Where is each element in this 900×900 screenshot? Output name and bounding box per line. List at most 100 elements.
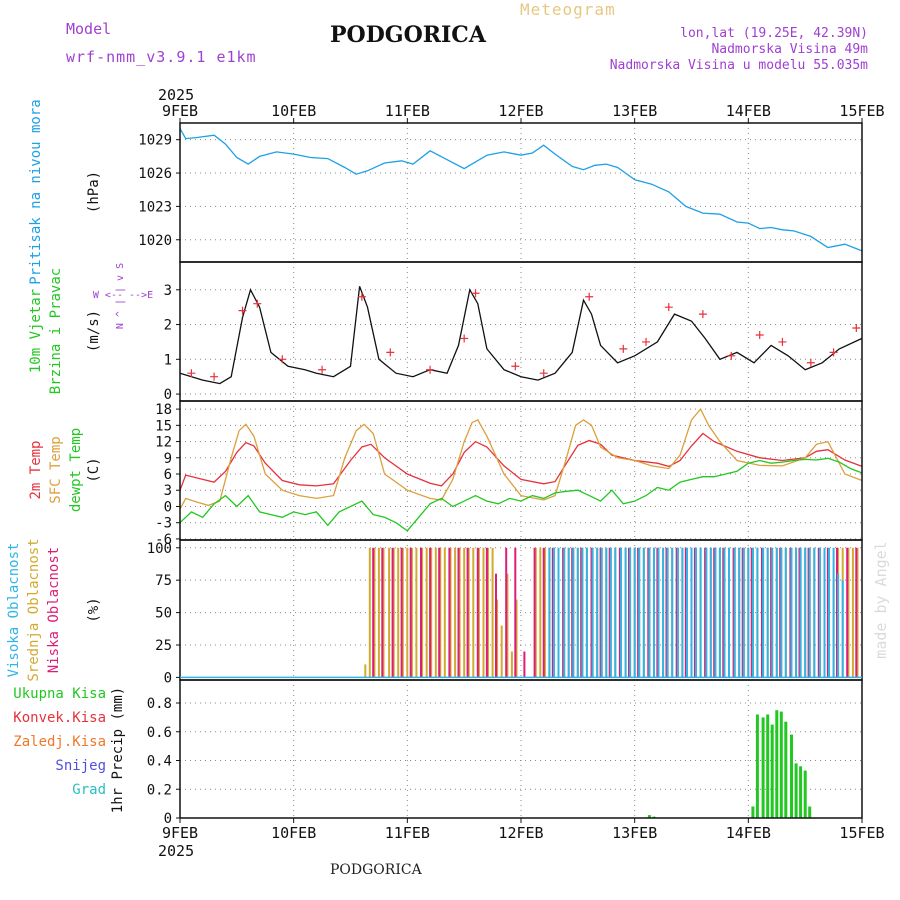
panel-cloud-bar-high_cloud	[633, 547, 636, 678]
panel-cloud-y-tick-label: 25	[155, 638, 172, 654]
panel-pressure-y-tick-label: 1023	[138, 199, 172, 215]
panel-cloud-bar-low_cloud	[713, 547, 716, 678]
panel-cloud-bar-high_cloud	[690, 547, 693, 678]
panel-cloud-bar-high_cloud	[671, 547, 674, 678]
panel-cloud-bar-low_cloud	[599, 547, 602, 678]
panel-cloud-bar-high_cloud	[666, 547, 669, 678]
panel-cloud-bar-mid_cloud	[534, 547, 537, 678]
panel-cloud-bar-low_cloud	[372, 547, 375, 678]
panel-precip-frame	[179, 679, 863, 819]
panel-cloud-bar-low_cloud	[466, 547, 469, 678]
panel-wind-gust-marker	[698, 310, 707, 319]
year-top-label: 2025	[158, 86, 194, 104]
panel-wind-gust-marker	[619, 344, 628, 353]
panel-wind-gust-marker	[585, 292, 594, 301]
panel-cloud-bar-high_cloud	[629, 547, 632, 678]
panel-cloud-bar-mid_cloud	[463, 547, 466, 678]
panel-cloud-bar-high_cloud	[596, 547, 599, 678]
panel-cloud-bar-high_cloud	[657, 547, 660, 678]
panel-wind-gust-marker	[460, 334, 469, 343]
panel-cloud-bar-high_cloud	[784, 547, 787, 678]
panel-cloud-bar-low_cloud	[741, 547, 744, 678]
panel-cloud-bar-high_cloud	[804, 547, 807, 678]
panel-cloud-bar-low_cloud	[580, 547, 583, 678]
panel-cloud-bar-mid_cloud	[539, 547, 542, 678]
panel-pressure-y-tick-label: 1026	[138, 166, 172, 182]
panel-cloud-bar-high_cloud	[733, 547, 736, 678]
panel-cloud-bar-high_cloud	[808, 547, 811, 678]
panel-cloud-bar-low_cloud	[637, 547, 640, 678]
panel-cloud-bar-high_cloud	[828, 547, 830, 678]
panel-cloud-bar-high_cloud	[832, 547, 835, 678]
panel-wind-y-tick-label: 0	[164, 387, 172, 403]
panel-cloud-bar-low_cloud	[684, 547, 687, 678]
model-name: wrf-nmm_v3.9.1 e1km	[66, 48, 257, 66]
top-x-tick-label: 13FEB	[612, 102, 657, 120]
panel-cloud-bar-low_cloud	[665, 547, 668, 678]
panel-temperature-series-dewpoint	[179, 457, 863, 532]
panel-cloud-bar-low_cloud	[722, 547, 725, 678]
panel-cloud-bar-mid_cloud	[856, 547, 859, 678]
precip-legend-1: Konvek.Kisa	[13, 710, 106, 726]
panel-cloud-y-tick-label: 50	[155, 606, 172, 622]
bottom-x-tick-label: 15FEB	[839, 824, 884, 842]
panel-cloud-bar-low_cloud	[836, 547, 838, 678]
panel-cloud-bar-low_cloud	[523, 651, 526, 678]
panel-cloud-bar-mid_cloud	[430, 547, 433, 678]
panel-cloud-bar-low_cloud	[457, 547, 460, 678]
panel-cloud-bar-mid_cloud	[472, 547, 475, 678]
panel-cloud-bar-high_cloud	[572, 547, 575, 678]
top-x-tick-label: 10FEB	[271, 102, 316, 120]
panel-temperature-y-tick-label: 15	[155, 418, 172, 434]
panel-cloud-bar-mid_cloud	[500, 625, 503, 678]
panel-cloud-bar-mid_cloud	[477, 547, 480, 678]
panel-cloud-bar-low_cloud	[704, 547, 707, 678]
panel-cloud-bar-low_cloud	[551, 547, 554, 678]
panel-cloud-bar-low_cloud	[693, 547, 696, 678]
panel-cloud-bar-low_cloud	[817, 547, 820, 678]
panel-precip-bar-precip_total	[766, 714, 770, 818]
panel-cloud-bar-high_cloud	[756, 547, 759, 678]
panel-cloud-bar-mid_cloud	[377, 547, 380, 678]
top-x-tick-label: 15FEB	[839, 102, 884, 120]
panel-cloud-bar-low_cloud	[420, 547, 422, 678]
panel-cloud-bar-low_cloud	[571, 547, 574, 678]
panel-cloud-bar-high_cloud	[718, 547, 721, 678]
panel-cloud-bar-mid_cloud	[491, 547, 494, 678]
panel-wind-gust-marker	[318, 365, 327, 374]
panel-cloud-bar-low_cloud	[855, 547, 858, 678]
panel-cloud-bar-high_cloud	[709, 547, 712, 678]
credit-text: made by Angel	[872, 541, 890, 658]
model-elevation-text: Nadmorska Visina u modelu 55.035m	[609, 58, 868, 73]
panel-cloud-bar-mid_cloud	[847, 547, 850, 678]
panel-wind-y-tick-label: 3	[164, 283, 172, 299]
panel-precip-bar-precip_total	[799, 766, 803, 819]
panel-cloud-y-tick-label: 0	[164, 670, 172, 686]
panel-cloud-bar-mid_cloud	[543, 547, 546, 678]
panel-cloud-bar-mid_cloud	[510, 651, 513, 678]
station-title: PODGORICA	[330, 22, 486, 48]
panel-cloud-bar-high_cloud	[837, 573, 840, 678]
panel-cloud-bar-high_cloud	[771, 547, 774, 678]
precip-legend-2: Zaledj.Kisa	[13, 734, 106, 750]
panel-cloud-bar-mid_cloud	[434, 547, 437, 678]
panel-cloud-bar-low_cloud	[533, 547, 536, 678]
panel-cloud-bar-high_cloud	[723, 547, 726, 678]
panel-cloud-bar-high_cloud	[563, 547, 566, 678]
panel-cloud-bar-low_cloud	[400, 547, 403, 678]
panel-cloud-bar-high_cloud	[795, 547, 798, 678]
panel-cloud-bar-high_cloud	[576, 547, 579, 678]
panel-precip-bar-precip_total	[751, 806, 755, 818]
panel-cloud-bar-low_cloud	[438, 547, 441, 678]
panel-precip-bar-precip_total	[808, 806, 812, 818]
panel-precip-y-tick-label: 0.8	[147, 696, 172, 712]
panel-cloud-bar-mid_cloud	[515, 599, 518, 678]
panel-cloud-bar-mid_cloud	[467, 547, 470, 678]
panel-cloud-bar-mid_cloud	[454, 547, 457, 678]
bottom-x-tick-label: 9FEB	[162, 824, 198, 842]
panel-cloud-bar-high_cloud	[676, 547, 679, 678]
panel-cloud-bar-low_cloud	[846, 547, 849, 678]
panel-cloud-bar-low_cloud	[476, 547, 479, 678]
wind-axis-unit: (m/s)	[86, 310, 102, 352]
